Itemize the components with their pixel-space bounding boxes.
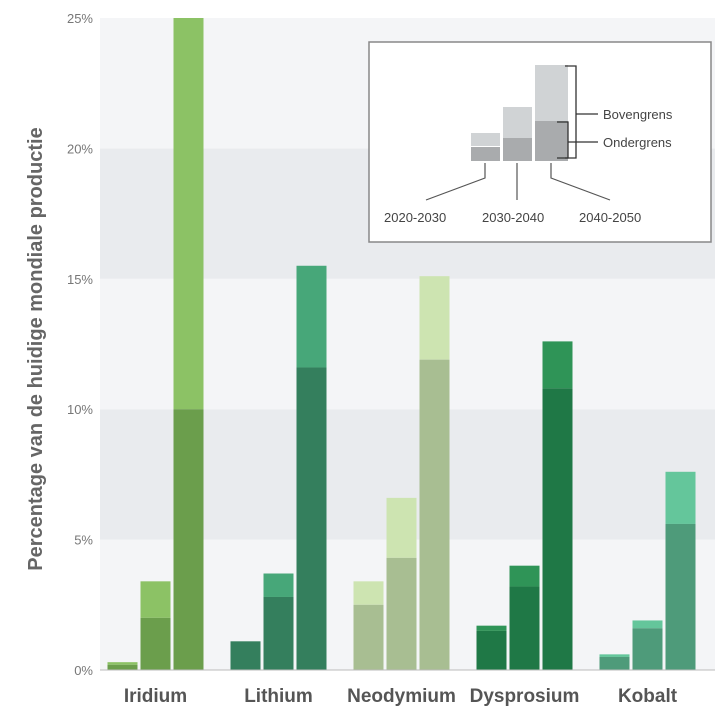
bar-iridium-2040-2050-upper xyxy=(173,18,204,410)
y-tick-label: 5% xyxy=(74,533,93,548)
bar-kobalt-2020-2030-upper xyxy=(599,654,630,657)
category-label-kobalt: Kobalt xyxy=(618,686,678,707)
bar-neodymium-2040-2050-upper xyxy=(419,276,450,360)
bar-iridium-2030-2040-lower xyxy=(140,617,171,670)
bar-dysprosium-2040-2050-upper xyxy=(542,341,573,389)
bar-neodymium-2020-2030-lower xyxy=(353,604,384,670)
bar-kobalt-2040-2050-lower xyxy=(665,523,696,670)
y-tick-label: 10% xyxy=(67,402,93,417)
y-tick-label: 0% xyxy=(74,663,93,678)
bar-lithium-2040-2050-upper xyxy=(296,265,327,368)
legend-period-2020: 2020-2030 xyxy=(384,210,446,225)
bar-kobalt-2030-2040-lower xyxy=(632,628,663,670)
legend-mini-2020-lower xyxy=(471,147,500,161)
legend-period-2030: 2030-2040 xyxy=(482,210,544,225)
category-label-lithium: Lithium xyxy=(244,686,313,707)
bar-dysprosium-2040-2050-lower xyxy=(542,388,573,670)
legend: Bovengrens Ondergrens 2020-2030 2030-204… xyxy=(368,41,712,243)
bar-iridium-2020-2030-lower xyxy=(107,664,138,670)
legend-pointer-2020 xyxy=(425,163,486,201)
bar-lithium-2030-2040-upper xyxy=(263,573,294,597)
legend-mini-2020-upper xyxy=(471,133,500,146)
legend-mini-2040-lower xyxy=(535,121,568,161)
bar-kobalt-2040-2050-upper xyxy=(665,471,696,524)
bar-iridium-2030-2040-upper xyxy=(140,581,171,618)
bar-dysprosium-2020-2030-upper xyxy=(476,625,507,631)
y-tick-label: 25% xyxy=(67,11,93,26)
bar-kobalt-2030-2040-upper xyxy=(632,620,663,629)
legend-mini-2030-upper xyxy=(503,107,532,138)
bar-dysprosium-2030-2040-upper xyxy=(509,565,540,587)
legend-mini-2040-upper xyxy=(535,65,568,121)
legend-upper-bracket xyxy=(565,65,577,159)
y-tick-label: 20% xyxy=(67,141,93,156)
bar-iridium-2020-2030-upper xyxy=(107,662,138,665)
y-axis-ticks: 0% 5% 10% 15% 20% 25% xyxy=(67,11,93,678)
legend-pointer-2040 xyxy=(550,163,611,201)
bar-lithium-2020-2030-lower xyxy=(230,641,261,670)
legend-mini-2030-lower xyxy=(503,138,532,161)
bar-lithium-2040-2050-lower xyxy=(296,367,327,670)
bar-neodymium-2020-2030-upper xyxy=(353,581,384,605)
category-label-neodymium: Neodymium xyxy=(347,686,456,707)
legend-lower-label: Ondergrens xyxy=(603,135,672,150)
y-tick-label: 15% xyxy=(67,272,93,287)
bar-neodymium-2030-2040-upper xyxy=(386,497,417,558)
bar-dysprosium-2020-2030-lower xyxy=(476,630,507,670)
category-label-iridium: Iridium xyxy=(124,686,187,707)
y-axis-label: Percentage van de huidige mondiale produ… xyxy=(25,127,47,570)
legend-lower-bracket xyxy=(557,121,569,159)
category-label-dysprosium: Dysprosium xyxy=(470,686,580,707)
legend-period-2040: 2040-2050 xyxy=(579,210,641,225)
bar-neodymium-2040-2050-lower xyxy=(419,359,450,670)
bar-lithium-2030-2040-lower xyxy=(263,596,294,670)
bars xyxy=(107,18,696,670)
bar-iridium-2040-2050-lower xyxy=(173,409,204,670)
x-axis-labels: Iridium Lithium Neodymium Dysprosium Kobalt xyxy=(124,686,678,707)
bar-kobalt-2020-2030-lower xyxy=(599,656,630,670)
bar-dysprosium-2030-2040-lower xyxy=(509,586,540,670)
legend-upper-label: Bovengrens xyxy=(603,107,673,122)
bar-neodymium-2030-2040-lower xyxy=(386,557,417,670)
